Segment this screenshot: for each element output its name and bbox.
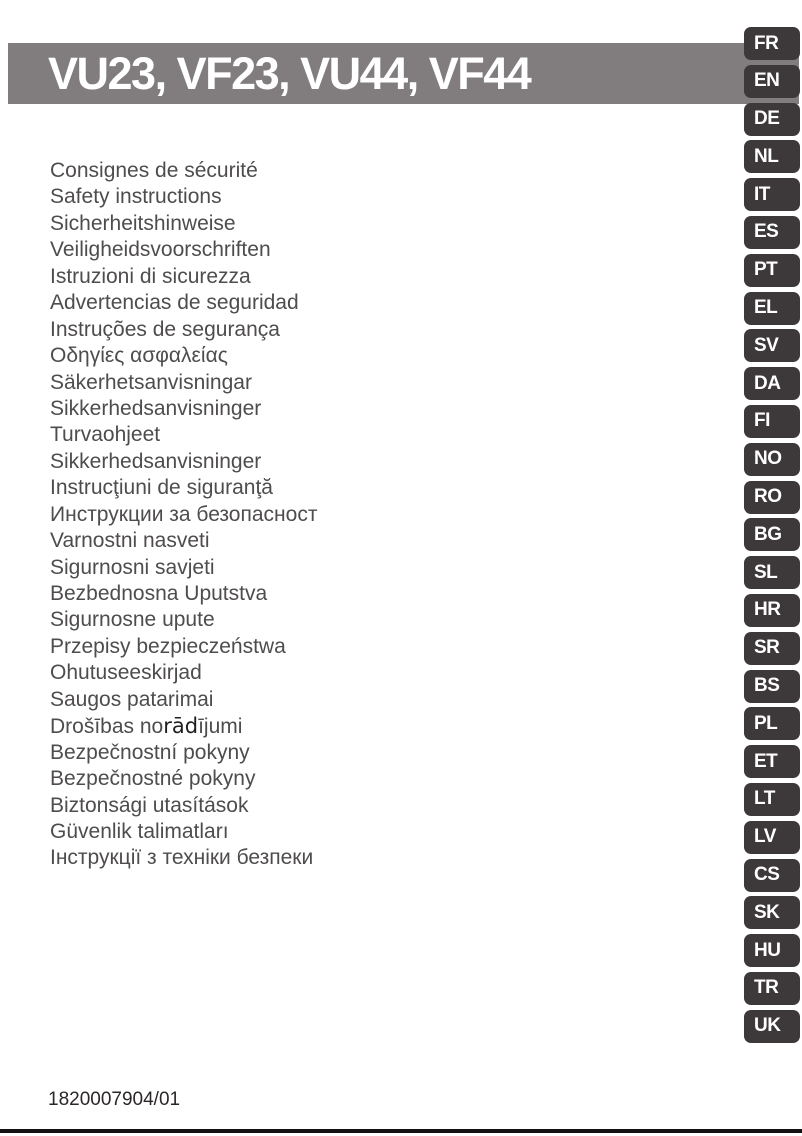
language-line-sr: Bezbednosna Uputstva bbox=[50, 582, 268, 605]
language-line-sl: Varnostni nasveti bbox=[50, 529, 210, 553]
language-line-da: Sikkerhedsanvisninger bbox=[50, 396, 262, 420]
page-title: VU23, VF23, VU44, VF44 bbox=[48, 48, 532, 99]
language-line-hr: Sigurnosni savjeti bbox=[50, 555, 215, 579]
tab-hu[interactable]: HU bbox=[744, 934, 800, 968]
language-line-bg: Инструкции за безопасност bbox=[50, 502, 318, 526]
language-line-el: Οδηγίες ασφαλείας bbox=[50, 344, 228, 368]
tab-no[interactable]: NO bbox=[744, 442, 800, 476]
language-line-cs: Bezpečnostní pokyny bbox=[50, 740, 250, 764]
language-line-de: Sicherheitshinweise bbox=[50, 211, 236, 235]
language-line-pt: Instruções de segurança bbox=[50, 317, 280, 341]
tab-en[interactable]: EN bbox=[744, 64, 800, 98]
language-line-pl: Przepisy bezpieczeństwa bbox=[50, 634, 286, 658]
language-line-lt: Saugos patarimai bbox=[50, 687, 214, 711]
tab-tr[interactable]: TR bbox=[744, 971, 800, 1005]
language-line-fr: Consignes de sécurité bbox=[50, 159, 258, 182]
language-line-fi: Turvaohjeet bbox=[50, 423, 161, 447]
language-line-ro: Instrucţiuni de siguranţă bbox=[50, 476, 273, 500]
tab-lv[interactable]: LV bbox=[744, 820, 800, 854]
language-line-nl: Veiligheidsvoorschriften bbox=[50, 238, 271, 262]
language-tab-column: FR EN DE NL IT ES PT EL SV DA FI NO RO B… bbox=[744, 27, 800, 1043]
tab-lt[interactable]: LT bbox=[744, 782, 800, 816]
tab-sl[interactable]: SL bbox=[744, 556, 800, 590]
language-line-en: Safety instructions bbox=[50, 185, 222, 209]
tab-da[interactable]: DA bbox=[744, 367, 800, 401]
lv-text-end: ījumi bbox=[198, 715, 243, 739]
tab-it[interactable]: IT bbox=[744, 178, 800, 212]
tab-uk[interactable]: UK bbox=[744, 1009, 800, 1043]
tab-pl[interactable]: PL bbox=[744, 707, 800, 741]
tab-bg[interactable]: BG bbox=[744, 518, 800, 552]
language-line-et: Ohutuseeskirjad bbox=[50, 661, 202, 685]
tab-nl[interactable]: NL bbox=[744, 140, 800, 174]
title-bar: VU23, VF23, VU44, VF44 bbox=[8, 43, 799, 104]
language-line-es: Advertencias de seguridad bbox=[50, 291, 299, 315]
tab-pt[interactable]: PT bbox=[744, 253, 800, 287]
lv-text-start: Drošības no bbox=[50, 715, 164, 739]
tab-el[interactable]: EL bbox=[744, 291, 800, 325]
language-line-no: Sikkerhedsanvisninger bbox=[50, 449, 262, 473]
tab-bs[interactable]: BS bbox=[744, 669, 800, 703]
tab-hr[interactable]: HR bbox=[744, 593, 800, 627]
language-list: Consignes de sécurité Safety instruction… bbox=[50, 158, 317, 872]
document-number: 1820007904/01 bbox=[48, 1089, 181, 1110]
language-line-bs: Sigurnosne upute bbox=[50, 608, 215, 632]
language-line-lv: Drošības norādījumi bbox=[50, 713, 317, 739]
tab-sr[interactable]: SR bbox=[744, 631, 800, 665]
language-line-tr: Güvenlik talimatları bbox=[50, 819, 229, 843]
tab-fr[interactable]: FR bbox=[744, 27, 800, 60]
tab-sk[interactable]: SK bbox=[744, 896, 800, 930]
bottom-rule bbox=[0, 1129, 802, 1133]
language-line-sk: Bezpečnostné pokyny bbox=[50, 767, 256, 791]
tab-cs[interactable]: CS bbox=[744, 858, 800, 892]
language-line-hu: Biztonsági utasítások bbox=[50, 793, 249, 817]
tab-et[interactable]: ET bbox=[744, 745, 800, 779]
lv-text-substituted-glyphs: rād bbox=[163, 714, 199, 739]
language-line-it: Istruzioni di sicurezza bbox=[50, 264, 251, 288]
tab-ro[interactable]: RO bbox=[744, 480, 800, 514]
tab-de[interactable]: DE bbox=[744, 102, 800, 136]
language-line-sv: Säkerhetsanvisningar bbox=[50, 370, 252, 394]
language-line-uk: Інструкції з техніки безпеки bbox=[50, 846, 314, 870]
tab-fi[interactable]: FI bbox=[744, 404, 800, 438]
tab-sv[interactable]: SV bbox=[744, 329, 800, 363]
tab-es[interactable]: ES bbox=[744, 215, 800, 249]
